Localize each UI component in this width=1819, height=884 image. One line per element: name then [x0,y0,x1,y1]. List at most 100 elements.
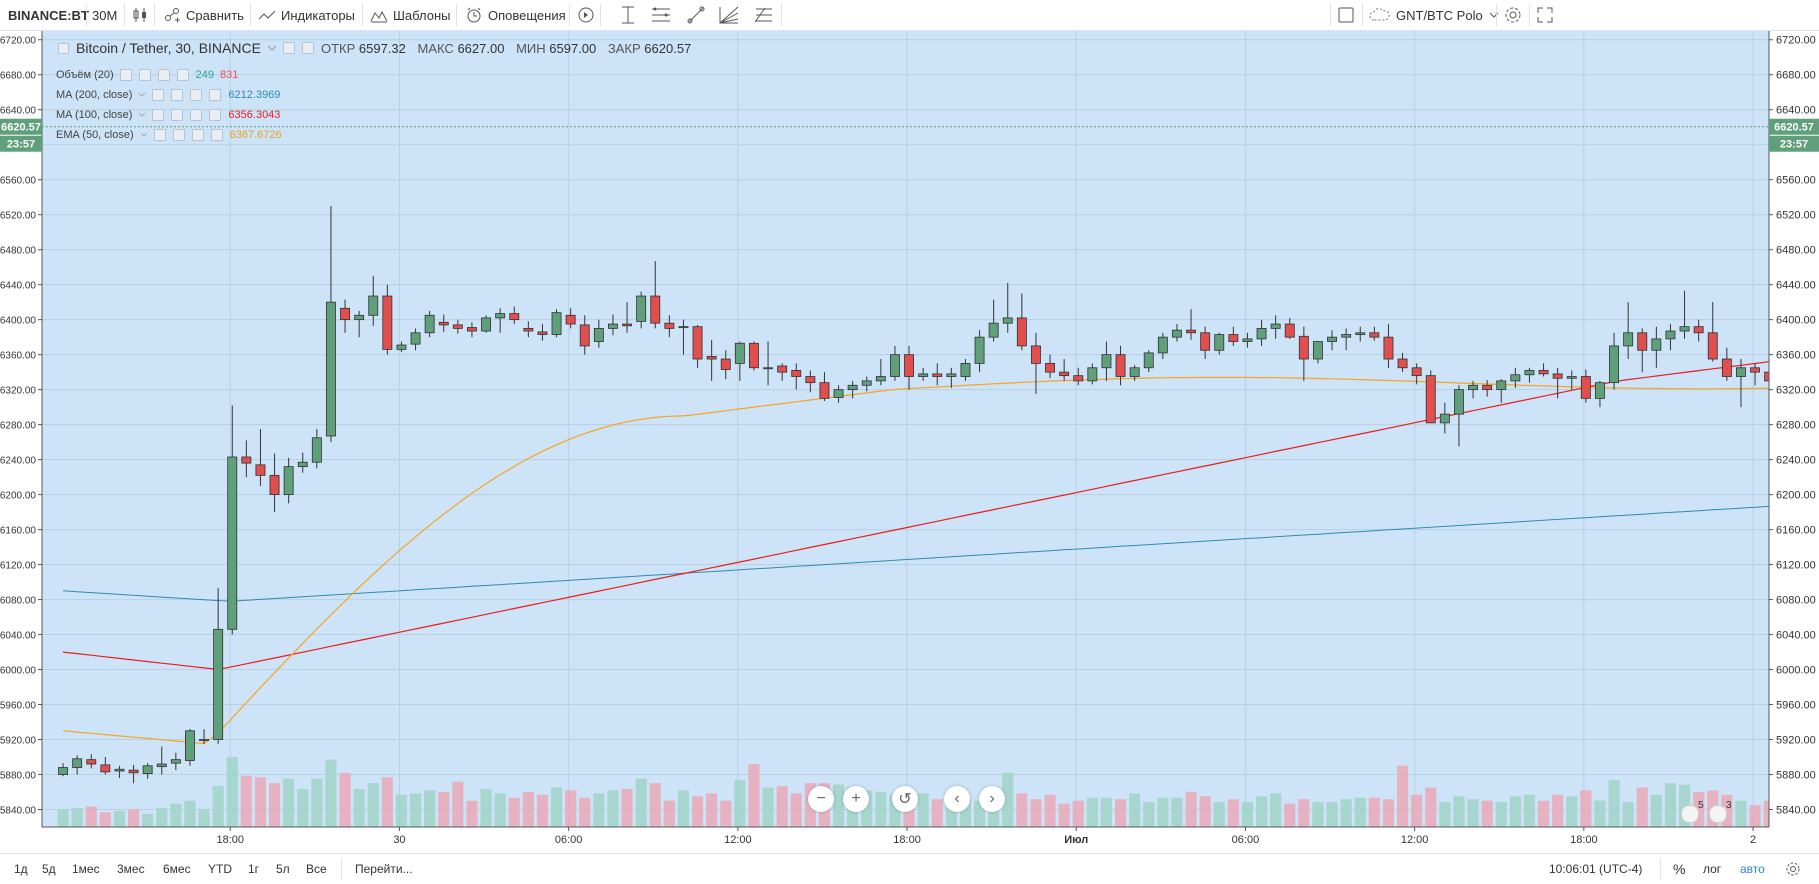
candle-body [707,356,716,359]
range-5y[interactable]: 5л [276,854,290,884]
log-scale-button[interactable]: лог [1703,854,1721,884]
watchlist-symbol: GNT/BTC Polo [1396,8,1483,23]
clock[interactable]: 10:06:01 (UTC-4) [1549,854,1642,884]
zoom-out-button[interactable]: − [808,786,834,812]
gear-icon[interactable] [139,69,151,81]
legend-volume[interactable]: Объём (20) 249 831 [56,69,238,81]
eye-icon[interactable] [283,42,295,54]
chevron-down-icon[interactable] [267,44,277,52]
plus-icon[interactable] [190,109,202,121]
ohlc-low-key: МИН [516,41,546,56]
candle-body [467,328,476,331]
legend-study-ema50[interactable]: EMA (50, close) 6367.6726 [56,129,282,141]
interval-button[interactable]: 30М [92,0,117,30]
chart-settings-button[interactable] [1785,854,1801,884]
eye-icon[interactable] [152,89,164,101]
horizontal-lines-icon [650,5,672,25]
scroll-left-button[interactable]: ‹ [944,786,970,812]
horizontal-lines-button[interactable] [650,0,672,30]
y-tick-label: 6440.00 [0,281,36,292]
plus-icon[interactable] [158,69,170,81]
percent-scale-button[interactable]: % [1673,854,1685,884]
watchlist-dropdown[interactable]: GNT/BTC Polo [1369,0,1500,30]
volume-bar [607,790,618,827]
legend-study-ma100[interactable]: MA (100, close) 6356.3043 [56,109,280,121]
fullscreen-button[interactable] [1536,0,1554,30]
close-icon[interactable] [177,69,189,81]
alerts-button[interactable]: Оповещения [465,0,566,30]
chevron-down-icon[interactable] [138,92,146,98]
ohlc-high-key: МАКС [418,41,454,56]
candle-body [1328,337,1337,341]
templates-label: Шаблоны [393,8,451,23]
eye-icon[interactable] [120,69,132,81]
compare-button[interactable]: Сравнить [163,0,244,30]
zoom-in-button[interactable]: + [843,786,869,812]
range-1m[interactable]: 1мес [72,854,100,884]
plot-area[interactable] [42,31,1769,827]
volume-bar [664,801,675,827]
gear-icon[interactable] [302,42,314,54]
ohlc-high-value: 6627.00 [457,41,504,56]
volume-bar [86,807,97,827]
y-tick-label: 6040.00 [1776,630,1816,642]
chart-style-button[interactable] [132,0,148,30]
fan-icon [718,5,740,25]
range-3m[interactable]: 3мес [117,854,145,884]
y-tick-label: 5960.00 [0,701,36,712]
divider [341,858,342,880]
gann-fan-button[interactable] [718,0,740,30]
volume-bar [1482,801,1493,827]
cursor-tool-button[interactable] [618,0,638,30]
gear-icon[interactable] [171,109,183,121]
gear-icon[interactable] [173,129,185,141]
plus-icon[interactable] [190,89,202,101]
volume-bar [1242,802,1253,827]
eye-icon[interactable] [152,109,164,121]
replay-button[interactable] [577,0,595,30]
fullscreen-select-button[interactable] [1337,0,1355,30]
range-5d[interactable]: 5д [42,854,56,884]
us-flag-icon[interactable] [1709,805,1727,823]
alarm-clock-icon [465,6,483,24]
collapse-icon[interactable] [58,43,69,54]
close-icon[interactable] [211,129,223,141]
plus-icon[interactable] [192,129,204,141]
gear-icon[interactable] [171,89,183,101]
us-flag-icon[interactable] [1681,805,1699,823]
trend-line-button[interactable] [686,0,706,30]
range-ytd[interactable]: YTD [208,854,232,884]
candle-body [1313,342,1322,359]
volume-bar [833,785,844,827]
chevron-down-icon[interactable] [138,112,146,118]
y-tick-label: 6480.00 [1776,245,1816,257]
reset-chart-button[interactable]: ↺ [892,786,918,812]
legend-study-ma200[interactable]: MA (200, close) 6212.3969 [56,89,280,101]
fibonacci-icon [752,5,774,25]
study-label: MA (100, close) [56,109,132,121]
fibonacci-button[interactable] [752,0,774,30]
range-1y[interactable]: 1г [248,854,259,884]
scroll-right-button[interactable]: › [979,786,1005,812]
auto-scale-button[interactable]: авто [1740,854,1765,884]
symbol-search[interactable]: BINANCE:BT [8,0,89,30]
price-chart[interactable]: 6720.006680.006640.006600.006560.006520.… [0,31,1819,853]
volume-bar [1312,802,1323,827]
close-icon[interactable] [209,109,221,121]
range-all[interactable]: Все [306,854,327,884]
range-6m[interactable]: 6мес [163,854,191,884]
close-icon[interactable] [209,89,221,101]
volume-value-1: 249 [196,69,214,81]
indicators-button[interactable]: Индикаторы [258,0,355,30]
x-tick-label: 2 [1750,834,1756,846]
volume-bar [678,790,689,827]
range-1d[interactable]: 1д [14,854,28,884]
chevron-down-icon[interactable] [140,132,148,138]
templates-button[interactable]: Шаблоны [370,0,451,30]
settings-button[interactable] [1503,0,1523,30]
eye-icon[interactable] [154,129,166,141]
candle-body [1525,370,1534,374]
goto-date-button[interactable]: Перейти... [355,854,413,884]
log-label: лог [1703,862,1721,876]
